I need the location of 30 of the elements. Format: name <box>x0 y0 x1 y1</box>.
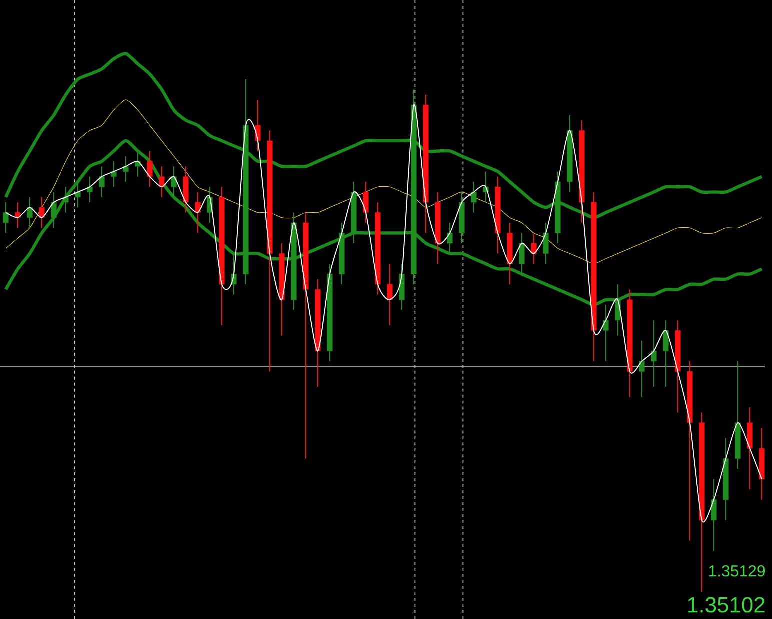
candlestick <box>39 196 45 229</box>
candlestick <box>123 156 129 182</box>
candlestick <box>531 232 537 264</box>
candlestick <box>639 340 645 398</box>
candlestick <box>363 181 369 224</box>
candlestick <box>387 264 393 326</box>
candlestick <box>3 202 9 234</box>
candlestick <box>51 192 57 229</box>
candlestick <box>603 304 609 362</box>
candlestick <box>87 176 93 203</box>
annotation: 1.35129 <box>709 566 766 577</box>
candlestick <box>255 99 261 152</box>
candlestick <box>195 192 201 234</box>
text: 1.35102 <box>688 597 765 613</box>
candlestick <box>663 320 669 388</box>
candlestick <box>711 478 717 552</box>
candlestick <box>171 166 177 198</box>
candlestick <box>27 196 33 229</box>
candlestick <box>135 150 141 178</box>
candlestick <box>471 181 477 214</box>
candlestick <box>99 166 105 198</box>
candlestick <box>147 150 153 188</box>
candlestick <box>111 160 117 188</box>
candlestick <box>543 222 549 264</box>
candlestick <box>519 232 525 275</box>
candlestick <box>159 166 165 198</box>
candlestick <box>75 181 81 208</box>
candlestick <box>447 222 453 254</box>
candlestick <box>651 320 657 388</box>
candlestick <box>63 186 69 214</box>
